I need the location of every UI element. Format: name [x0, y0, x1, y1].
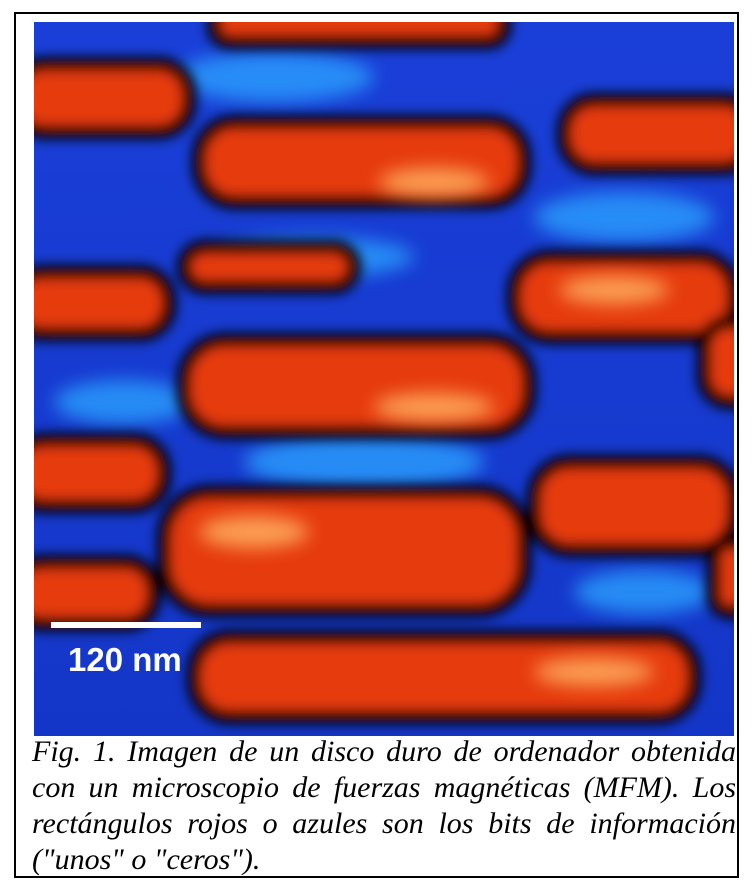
figure-caption: Fig. 1. Imagen de un disco duro de orden… [32, 734, 736, 878]
scale-bar [51, 622, 201, 628]
mfm-image: 120 nm [34, 22, 734, 736]
page: 120 nm Fig. 1. Imagen de un disco duro d… [0, 0, 753, 888]
scale-label: 120 nm [68, 641, 182, 678]
